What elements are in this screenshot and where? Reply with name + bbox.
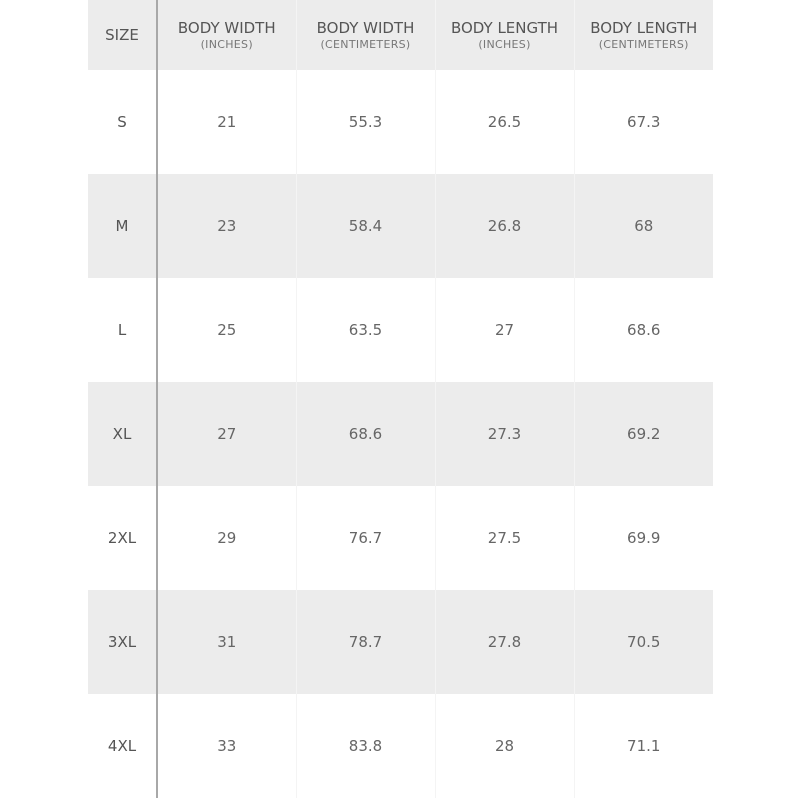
header-unit: (INCHES) bbox=[478, 38, 531, 51]
table-row: XL 27 68.6 27.3 69.2 bbox=[88, 382, 713, 486]
value-cell: 78.7 bbox=[295, 590, 435, 694]
header-body-width-in: BODY WIDTH (INCHES) bbox=[156, 0, 296, 70]
header-body-length-cm: BODY LENGTH (CENTIMETERS) bbox=[573, 0, 713, 70]
value-cell: 33 bbox=[156, 694, 296, 798]
value-cell: 76.7 bbox=[295, 486, 435, 590]
table-row: S 21 55.3 26.5 67.3 bbox=[88, 70, 713, 174]
value-cell: 83.8 bbox=[295, 694, 435, 798]
size-chart-table: SIZE BODY WIDTH (INCHES) BODY WIDTH (CENTI… bbox=[88, 0, 713, 798]
header-title: SIZE bbox=[105, 26, 139, 44]
value-cell: 27 bbox=[434, 278, 574, 382]
value-cell: 23 bbox=[156, 174, 296, 278]
value-cell: 25 bbox=[156, 278, 296, 382]
table-row: 2XL 29 76.7 27.5 69.9 bbox=[88, 486, 713, 590]
value-cell: 31 bbox=[156, 590, 296, 694]
table-row: M 23 58.4 26.8 68 bbox=[88, 174, 713, 278]
value-cell: 26.5 bbox=[434, 70, 574, 174]
size-cell: XL bbox=[88, 382, 158, 486]
size-cell: 3XL bbox=[88, 590, 158, 694]
size-cell: 4XL bbox=[88, 694, 158, 798]
value-cell: 55.3 bbox=[295, 70, 435, 174]
size-cell: S bbox=[88, 70, 158, 174]
value-cell: 68 bbox=[573, 174, 713, 278]
value-cell: 68.6 bbox=[573, 278, 713, 382]
header-unit: (CENTIMETERS) bbox=[598, 38, 689, 51]
header-body-width-cm: BODY WIDTH (CENTIMETERS) bbox=[295, 0, 435, 70]
header-unit: (CENTIMETERS) bbox=[320, 38, 411, 51]
header-title: BODY WIDTH bbox=[316, 19, 415, 37]
value-cell: 69.2 bbox=[573, 382, 713, 486]
value-cell: 67.3 bbox=[573, 70, 713, 174]
value-cell: 29 bbox=[156, 486, 296, 590]
header-title: BODY WIDTH bbox=[177, 19, 276, 37]
value-cell: 27 bbox=[156, 382, 296, 486]
table-row: 3XL 31 78.7 27.8 70.5 bbox=[88, 590, 713, 694]
value-cell: 71.1 bbox=[573, 694, 713, 798]
table-row: L 25 63.5 27 68.6 bbox=[88, 278, 713, 382]
size-cell: L bbox=[88, 278, 158, 382]
value-cell: 21 bbox=[156, 70, 296, 174]
value-cell: 27.5 bbox=[434, 486, 574, 590]
value-cell: 26.8 bbox=[434, 174, 574, 278]
value-cell: 63.5 bbox=[295, 278, 435, 382]
value-cell: 69.9 bbox=[573, 486, 713, 590]
value-cell: 28 bbox=[434, 694, 574, 798]
header-title: BODY LENGTH bbox=[590, 19, 698, 37]
value-cell: 58.4 bbox=[295, 174, 435, 278]
value-cell: 27.3 bbox=[434, 382, 574, 486]
size-cell: 2XL bbox=[88, 486, 158, 590]
header-size: SIZE bbox=[88, 0, 158, 70]
value-cell: 27.8 bbox=[434, 590, 574, 694]
header-title: BODY LENGTH bbox=[450, 19, 559, 37]
size-cell: M bbox=[88, 174, 158, 278]
table-row: 4XL 33 83.8 28 71.1 bbox=[88, 694, 713, 798]
value-cell: 68.6 bbox=[295, 382, 435, 486]
header-unit: (INCHES) bbox=[200, 38, 253, 51]
value-cell: 70.5 bbox=[573, 590, 713, 694]
header-body-length-in: BODY LENGTH (INCHES) bbox=[434, 0, 574, 70]
header-row: SIZE BODY WIDTH (INCHES) BODY WIDTH (CENTI… bbox=[88, 0, 713, 70]
